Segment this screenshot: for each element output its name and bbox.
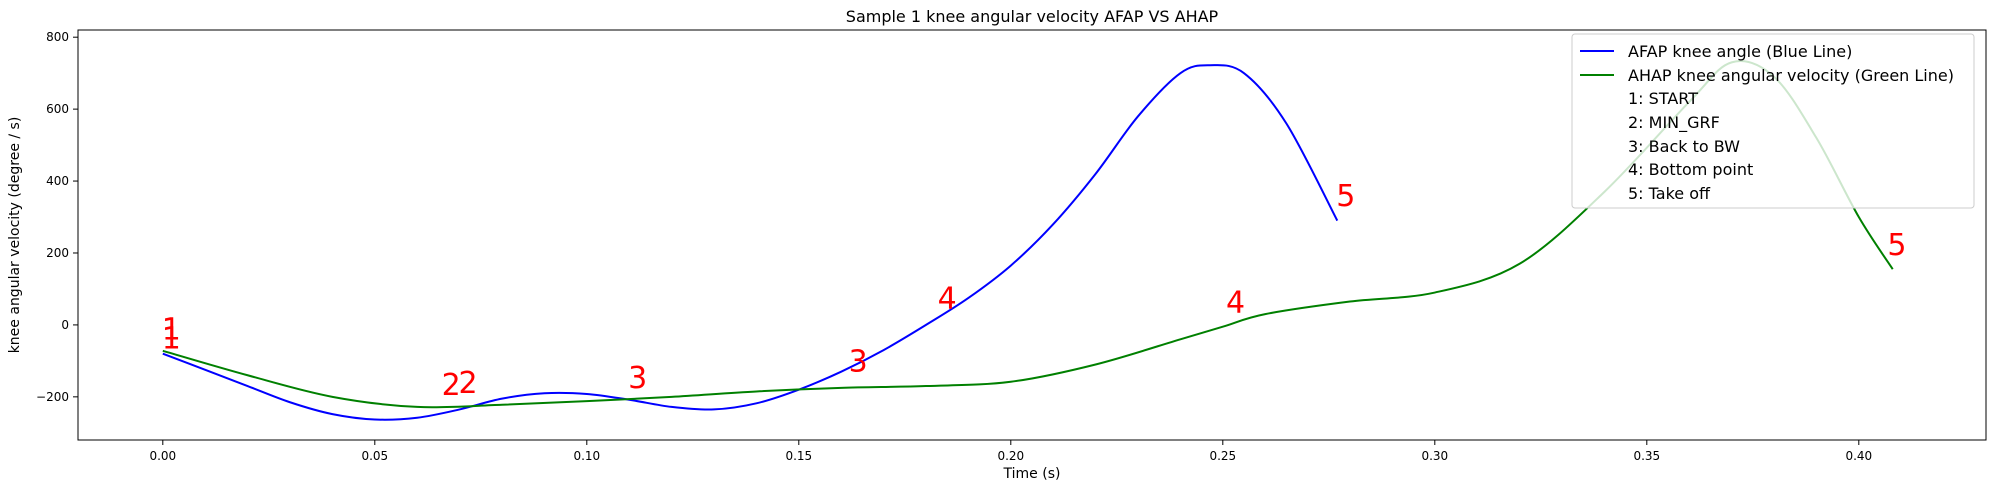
x-tick-label: 0.00 (149, 449, 176, 463)
event-marker-label: 4 (1226, 285, 1245, 320)
event-marker-label: 2 (442, 368, 461, 403)
x-tick-label: 0.30 (1421, 449, 1448, 463)
legend-entry-bottom-point: 4: Bottom point (1628, 160, 1753, 179)
x-tick-label: 0.15 (785, 449, 812, 463)
axes-layer: 0.00 0.05 0.10 0.15 0.20 0.25 0.30 0.35 0.40 −200… (36, 29, 1987, 463)
y-tick-label: 200 (46, 246, 69, 260)
y-tick-label: 400 (46, 174, 69, 188)
y-tick-label: 800 (46, 30, 69, 44)
y-tick-label: −200 (36, 390, 69, 404)
legend-entry-afap: AFAP knee angle (Blue Line) (1628, 42, 1852, 61)
legend: AFAP knee angle (Blue Line) AHAP knee an… (1571, 33, 1975, 209)
x-axis-label: Time (s) (1003, 466, 1061, 482)
event-marker-label: 1 (162, 321, 181, 356)
x-tick-label: 0.05 (361, 449, 388, 463)
x-tick-label: 0.20 (997, 449, 1024, 463)
series-line-0 (162, 64, 1339, 421)
y-axis-label: knee angular velocity (degree / s) (7, 117, 23, 354)
x-tick-label: 0.10 (573, 449, 600, 463)
x-tick-label: 0.40 (1845, 449, 1872, 463)
legend-entry-start: 1: START (1628, 89, 1698, 108)
legend-entry-take-off: 5: Take off (1628, 184, 1711, 203)
event-marker-label: 5 (1336, 179, 1355, 214)
y-tick-label: 0 (61, 318, 69, 332)
legend-entry-min-grf: 2: MIN_GRF (1628, 113, 1720, 133)
chart-title: Sample 1 knee angular velocity AFAP VS A… (846, 7, 1219, 26)
event-marker-label: 4 (938, 282, 957, 317)
event-marker-label: 1 (162, 312, 181, 347)
x-tick-label: 0.35 (1633, 449, 1660, 463)
plot-frame (77, 29, 1987, 441)
event-marker-label: 3 (849, 345, 868, 380)
x-tick-label: 0.25 (1209, 449, 1236, 463)
legend-box (1571, 33, 1975, 209)
y-tick-label: 600 (46, 102, 69, 116)
event-marker-label: 2 (459, 366, 478, 401)
legend-entry-back-to-bw: 3: Back to BW (1628, 137, 1740, 156)
event-marker-label: 3 (628, 361, 647, 396)
event-marker-label: 5 (1887, 228, 1906, 263)
legend-entry-ahap: AHAP knee angular velocity (Green Line) (1628, 66, 1954, 85)
